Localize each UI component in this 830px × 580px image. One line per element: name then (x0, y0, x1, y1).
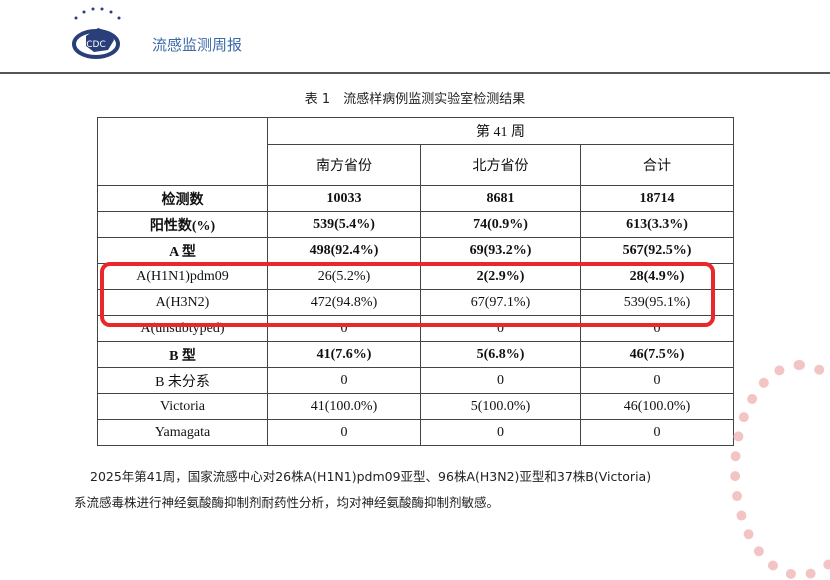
table-row: A 型 498(92.4%) 69(93.2%) 567(92.5%) (97, 237, 734, 264)
cell: 5(100.0%) (420, 393, 581, 420)
row-label: B 未分系 (97, 367, 268, 394)
col-header-north: 北方省份 (420, 144, 581, 186)
cell: 613(3.3%) (580, 211, 734, 238)
cell: 539(95.1%) (580, 289, 734, 316)
cell: 5(6.8%) (420, 341, 581, 368)
cell: 41(100.0%) (267, 393, 421, 420)
table-row: B 未分系 0 0 0 (97, 367, 734, 394)
row-label: A(H1N1)pdm09 (97, 263, 268, 290)
cell: 8681 (420, 185, 581, 212)
cell: 46(7.5%) (580, 341, 734, 368)
paragraph-line: 系流感毒株进行神经氨酸酶抑制剂耐药性分析，均对神经氨酸酶抑制剂敏感。 (74, 495, 500, 510)
cell: 74(0.9%) (420, 211, 581, 238)
cell: 0 (267, 367, 421, 394)
cell: 46(100.0%) (580, 393, 734, 420)
cell: 18714 (580, 185, 734, 212)
cell: 498(92.4%) (267, 237, 421, 264)
cell: 0 (580, 419, 734, 446)
row-label: Victoria (97, 393, 268, 420)
table-row: Yamagata 0 0 0 (97, 419, 734, 446)
row-label: A 型 (97, 237, 268, 264)
cell: 10033 (267, 185, 421, 212)
highlight-box (100, 262, 715, 327)
week-header: 第 41 周 (267, 117, 734, 145)
summary-paragraph: 2025年第41周，国家流感中心对26株A(H1N1)pdm09亚型、96株A(… (74, 464, 788, 516)
row-label: 检测数 (97, 185, 268, 212)
table-row: 检测数 10033 8681 18714 (97, 185, 734, 212)
row-label: Yamagata (97, 419, 268, 446)
col-header-south: 南方省份 (267, 144, 421, 186)
row-label: B 型 (97, 341, 268, 368)
cell: 41(7.6%) (267, 341, 421, 368)
cell: 567(92.5%) (580, 237, 734, 264)
paragraph-line: 2025年第41周，国家流感中心对26株A(H1N1)pdm09亚型、96株A(… (90, 469, 652, 484)
table-caption: 表 1 流感样病例监测实验室检测结果 (304, 92, 526, 107)
col-header-total: 合计 (580, 144, 734, 186)
corner-cell (97, 117, 268, 186)
cell: 0 (267, 419, 421, 446)
table-row: B 型 41(7.6%) 5(6.8%) 46(7.5%) (97, 341, 734, 368)
table-row: 阳性数(%) 539(5.4%) 74(0.9%) 613(3.3%) (97, 211, 734, 238)
cell: 0 (420, 367, 581, 394)
cell: 2(2.9%) (420, 263, 581, 290)
report-header: CDC 流感监测周报 (0, 0, 830, 72)
china-cdc-logo: CDC (72, 7, 121, 59)
cell: 0 (580, 367, 734, 394)
cell: 69(93.2%) (420, 237, 581, 264)
row-label: 阳性数(%) (97, 211, 268, 238)
table-row: Victoria 41(100.0%) 5(100.0%) 46(100.0%) (97, 393, 734, 420)
header-divider (0, 72, 830, 74)
cell: 0 (420, 315, 581, 342)
cell: 0 (420, 419, 581, 446)
cell: 539(5.4%) (267, 211, 421, 238)
report-title: 流感监测周报 (152, 36, 243, 54)
svg-text:CDC: CDC (86, 40, 106, 50)
